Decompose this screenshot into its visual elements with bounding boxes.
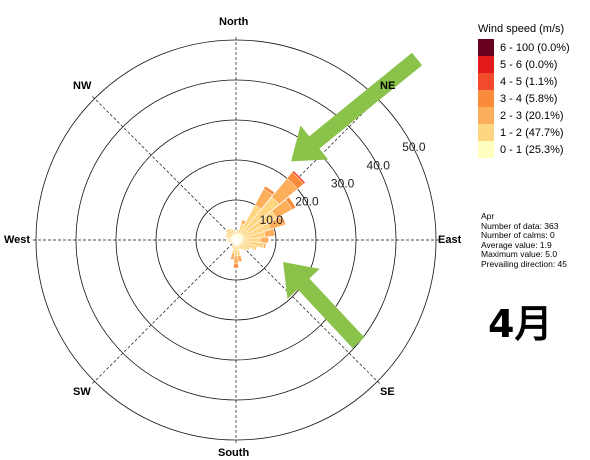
stats-number-of-data: Number of data: 363 — [481, 220, 559, 231]
radial-tick-labels: 10.0 20.0 30.0 40.0 50.0 — [260, 140, 426, 227]
legend-swatch — [478, 124, 494, 141]
stats-month: Apr — [481, 211, 495, 221]
wind-sector-wedge — [230, 256, 235, 260]
legend-swatch — [478, 90, 494, 107]
legend-item: 5 - 6 (0.0%) — [478, 56, 570, 73]
legend-label: 4 - 5 (1.1%) — [500, 75, 558, 88]
legend-label: 1 - 2 (47.7%) — [500, 126, 564, 139]
legend-item: 0 - 1 (25.3%) — [478, 141, 570, 158]
legend-swatch — [478, 141, 494, 158]
polar-grid — [32, 36, 440, 444]
stats-average-value: Average value: 1.9 — [481, 239, 552, 250]
wind-sector-wedge — [239, 243, 248, 252]
legend: Wind speed (m/s) 6 - 100 (0.0%) 5 - 6 (0… — [478, 23, 570, 158]
legend-label: 2 - 3 (20.1%) — [500, 109, 564, 122]
legend-label: 6 - 100 (0.0%) — [500, 41, 570, 54]
wind-sector-wedge — [260, 236, 269, 244]
radial-tick-label: 40.0 — [367, 158, 391, 172]
legend-item: 6 - 100 (0.0%) — [478, 39, 570, 56]
radial-tick-label: 10.0 — [260, 213, 284, 227]
legend-swatch — [478, 56, 494, 73]
wind-sector-wedge — [231, 243, 235, 247]
legend-label: 0 - 1 (25.3%) — [500, 143, 564, 156]
direction-label-north: North — [219, 16, 249, 28]
legend-title: Wind speed (m/s) — [478, 23, 565, 35]
legend-item: 3 - 4 (5.8%) — [478, 90, 570, 107]
wind-sector-wedge — [233, 263, 239, 269]
grid-spoke — [91, 239, 237, 385]
wind-sector-wedge — [227, 227, 234, 237]
direction-label-west: West — [4, 234, 31, 246]
month-label: 4月 — [488, 302, 553, 346]
direction-label-ne: NE — [380, 80, 396, 92]
legend-item: 2 - 3 (20.1%) — [478, 107, 570, 124]
wind-sector-wedge — [285, 196, 297, 210]
wind-sector-wedge — [240, 242, 251, 251]
grid-spoke — [235, 239, 381, 385]
wind-sectors — [224, 170, 306, 269]
legend-swatch — [478, 73, 494, 90]
stats-maximum-value: Maximum value: 5.0 — [481, 249, 558, 259]
annotation-arrow — [291, 52, 423, 162]
wind-sector-wedge — [262, 242, 267, 249]
wind-sector-wedge — [238, 243, 244, 251]
annotation-arrow — [283, 262, 365, 349]
direction-label-nw: NW — [73, 80, 92, 92]
grid-spoke — [91, 95, 237, 241]
wind-sector-wedge — [279, 215, 286, 226]
stats-number-of-calms: Number of calms: 0 — [481, 230, 555, 240]
stats-prevailing-direction: Prevailing direction: 45 — [481, 258, 567, 269]
legend-item: 4 - 5 (1.1%) — [478, 73, 570, 90]
wind-sector-wedge — [230, 228, 235, 236]
annotation-arrows — [283, 52, 423, 349]
legend-label: 5 - 6 (0.0%) — [500, 58, 558, 71]
radial-tick-label: 20.0 — [295, 195, 319, 209]
radial-tick-label: 50.0 — [402, 140, 426, 154]
legend-swatch — [478, 39, 494, 56]
wind-sector-wedge — [241, 241, 258, 251]
direction-label-south: South — [218, 447, 250, 459]
wind-sector-wedge — [232, 229, 236, 235]
wind-sector-wedge — [291, 170, 306, 185]
legend-item: 1 - 2 (47.7%) — [478, 124, 570, 141]
wind-sector-wedge — [263, 228, 276, 238]
radial-tick-label: 30.0 — [331, 177, 355, 191]
wind-sector-wedge — [263, 185, 275, 196]
grid-spoke — [235, 95, 381, 241]
wind-sector-wedge — [231, 243, 235, 249]
statistics-panel: Apr Number of data: 363 Number of calms:… — [481, 211, 567, 269]
legend-swatch — [478, 107, 494, 124]
direction-label-east: East — [438, 234, 462, 246]
wind-sector-wedge — [237, 255, 243, 263]
direction-label-sw: SW — [73, 386, 91, 398]
direction-label-se: SE — [380, 386, 395, 398]
legend-label: 3 - 4 (5.8%) — [500, 92, 558, 105]
